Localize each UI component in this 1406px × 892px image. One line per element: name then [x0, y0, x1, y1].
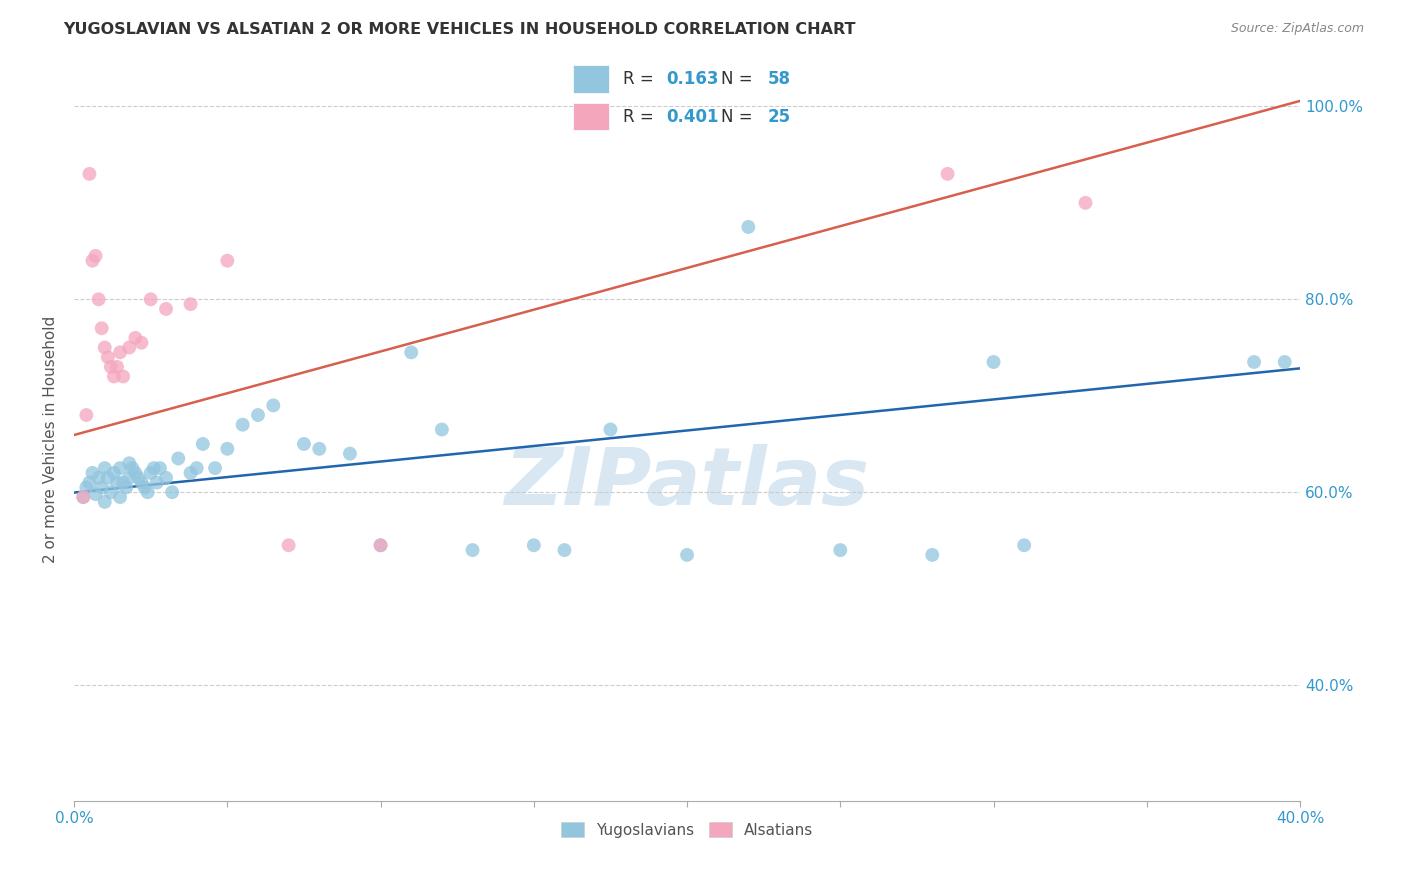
- Point: [553, 543, 575, 558]
- Point: [399, 345, 422, 359]
- Point: [93, 495, 115, 509]
- Point: [108, 461, 131, 475]
- Point: [118, 456, 141, 470]
- Point: [246, 408, 269, 422]
- Point: [134, 480, 156, 494]
- Point: [112, 475, 135, 490]
- Point: [100, 485, 122, 500]
- Point: [105, 359, 128, 374]
- Point: [131, 475, 153, 490]
- Point: [124, 331, 146, 345]
- Point: [136, 485, 159, 500]
- Point: [103, 466, 125, 480]
- Point: [79, 475, 101, 490]
- Point: [87, 471, 110, 485]
- Point: [180, 297, 202, 311]
- Point: [112, 369, 135, 384]
- Point: [100, 359, 122, 374]
- Point: [676, 548, 699, 562]
- Point: [191, 437, 214, 451]
- Point: [127, 471, 149, 485]
- Point: [84, 249, 107, 263]
- Point: [72, 490, 94, 504]
- Point: [79, 167, 101, 181]
- Text: YUGOSLAVIAN VS ALSATIAN 2 OR MORE VEHICLES IN HOUSEHOLD CORRELATION CHART: YUGOSLAVIAN VS ALSATIAN 2 OR MORE VEHICL…: [63, 22, 856, 37]
- Point: [87, 293, 110, 307]
- Point: [75, 408, 97, 422]
- Point: [139, 293, 162, 307]
- Point: [370, 538, 392, 552]
- Point: [737, 219, 759, 234]
- Point: [292, 437, 315, 451]
- Point: [1012, 538, 1035, 552]
- Point: [118, 341, 141, 355]
- Point: [277, 538, 299, 552]
- Point: [160, 485, 183, 500]
- Point: [155, 301, 177, 316]
- Text: ZIPatlas: ZIPatlas: [505, 443, 869, 522]
- Point: [461, 543, 484, 558]
- Point: [115, 480, 138, 494]
- Point: [186, 461, 208, 475]
- Point: [921, 548, 943, 562]
- FancyBboxPatch shape: [574, 65, 609, 93]
- Point: [82, 466, 104, 480]
- Y-axis label: 2 or more Vehicles in Household: 2 or more Vehicles in Household: [44, 316, 58, 563]
- Point: [105, 475, 128, 490]
- Point: [217, 253, 239, 268]
- Point: [97, 471, 120, 485]
- Point: [72, 490, 94, 504]
- Point: [82, 253, 104, 268]
- Text: R =: R =: [623, 108, 659, 126]
- Point: [103, 369, 125, 384]
- Point: [1274, 355, 1296, 369]
- Point: [936, 167, 959, 181]
- Point: [599, 423, 621, 437]
- Point: [108, 345, 131, 359]
- Point: [108, 490, 131, 504]
- Point: [124, 466, 146, 480]
- Text: N =: N =: [721, 70, 758, 87]
- Point: [90, 480, 112, 494]
- Point: [370, 538, 392, 552]
- Point: [139, 466, 162, 480]
- Point: [262, 398, 284, 412]
- Point: [146, 475, 169, 490]
- Point: [84, 487, 107, 501]
- Point: [1243, 355, 1265, 369]
- Point: [155, 471, 177, 485]
- Point: [75, 480, 97, 494]
- Text: 0.163: 0.163: [666, 70, 718, 87]
- Point: [523, 538, 546, 552]
- Point: [167, 451, 190, 466]
- Point: [93, 341, 115, 355]
- Point: [97, 350, 120, 364]
- Point: [983, 355, 1005, 369]
- Point: [121, 461, 143, 475]
- Point: [830, 543, 852, 558]
- Text: R =: R =: [623, 70, 659, 87]
- Text: 25: 25: [768, 108, 792, 126]
- Point: [131, 335, 153, 350]
- Point: [308, 442, 330, 456]
- Point: [339, 447, 361, 461]
- Point: [118, 471, 141, 485]
- Point: [142, 461, 165, 475]
- Point: [93, 461, 115, 475]
- Point: [430, 423, 453, 437]
- Legend: Yugoslavians, Alsatians: Yugoslavians, Alsatians: [554, 815, 820, 844]
- Text: 0.401: 0.401: [666, 108, 718, 126]
- Point: [232, 417, 254, 432]
- Point: [149, 461, 172, 475]
- Point: [217, 442, 239, 456]
- Point: [204, 461, 226, 475]
- FancyBboxPatch shape: [574, 103, 609, 130]
- Point: [180, 466, 202, 480]
- Text: N =: N =: [721, 108, 758, 126]
- Text: Source: ZipAtlas.com: Source: ZipAtlas.com: [1230, 22, 1364, 36]
- Point: [90, 321, 112, 335]
- Point: [1074, 195, 1097, 210]
- Text: 58: 58: [768, 70, 792, 87]
